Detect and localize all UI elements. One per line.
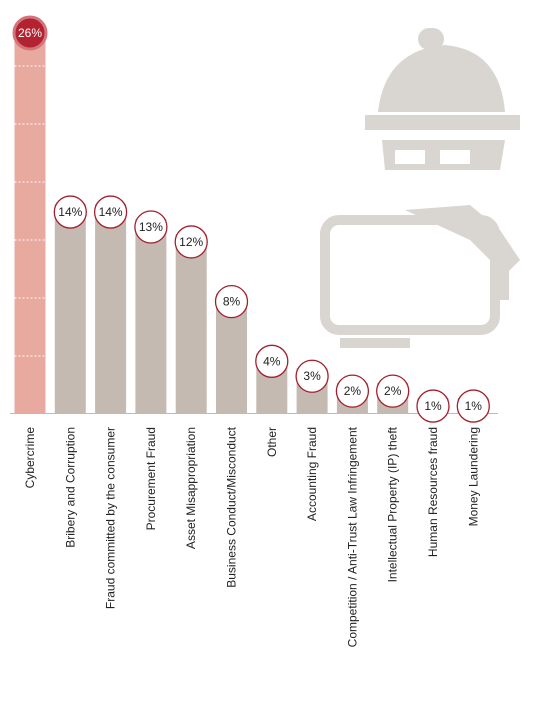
bar xyxy=(14,25,46,413)
value-label: 1% xyxy=(424,399,442,413)
value-label: 1% xyxy=(465,399,483,413)
value-label: 2% xyxy=(384,384,402,398)
bar xyxy=(135,219,167,413)
x-tick-label: Human Resources fraud xyxy=(426,427,440,557)
value-label: 13% xyxy=(139,220,163,234)
value-badge xyxy=(456,389,490,423)
value-badge xyxy=(53,195,87,229)
value-badge xyxy=(376,374,410,408)
value-label: 12% xyxy=(179,235,203,249)
x-tick-label: Cybercrime xyxy=(23,427,37,489)
x-tick-label: Other xyxy=(265,427,279,457)
value-label: 14% xyxy=(58,205,82,219)
x-tick-label: Procurement Fraud xyxy=(144,427,158,530)
value-label: 8% xyxy=(223,295,241,309)
value-badge xyxy=(295,359,329,393)
value-label: 26% xyxy=(18,26,42,40)
x-tick-label: Bribery and Corruption xyxy=(63,427,77,548)
x-tick-label: Fraud committed by the consumer xyxy=(104,427,118,609)
value-label: 3% xyxy=(303,369,321,383)
bar xyxy=(95,204,127,413)
bar xyxy=(175,233,207,413)
value-label: 14% xyxy=(99,205,123,219)
value-badge xyxy=(255,344,289,378)
value-badge xyxy=(335,374,370,408)
x-tick-label: Asset Misappropriation xyxy=(184,427,198,549)
x-tick-label: Accounting Fraud xyxy=(305,427,319,521)
x-tick-label: Business Conduct/Misconduct xyxy=(225,426,239,587)
value-badge xyxy=(174,225,208,259)
x-tick-label: Money Laundering xyxy=(466,427,480,526)
bar xyxy=(54,204,86,413)
x-tick-label: Intellectual Property (IP) theft xyxy=(386,426,400,582)
value-badge xyxy=(93,195,128,229)
x-tick-label: Competition / Anti-Trust Law Infringemen… xyxy=(345,426,359,647)
thief-icon xyxy=(320,28,520,348)
value-badge xyxy=(416,389,450,423)
value-badge xyxy=(12,15,48,51)
value-label: 2% xyxy=(344,384,362,398)
value-label: 4% xyxy=(263,354,281,368)
value-badge xyxy=(134,210,168,244)
value-badge xyxy=(214,284,249,319)
